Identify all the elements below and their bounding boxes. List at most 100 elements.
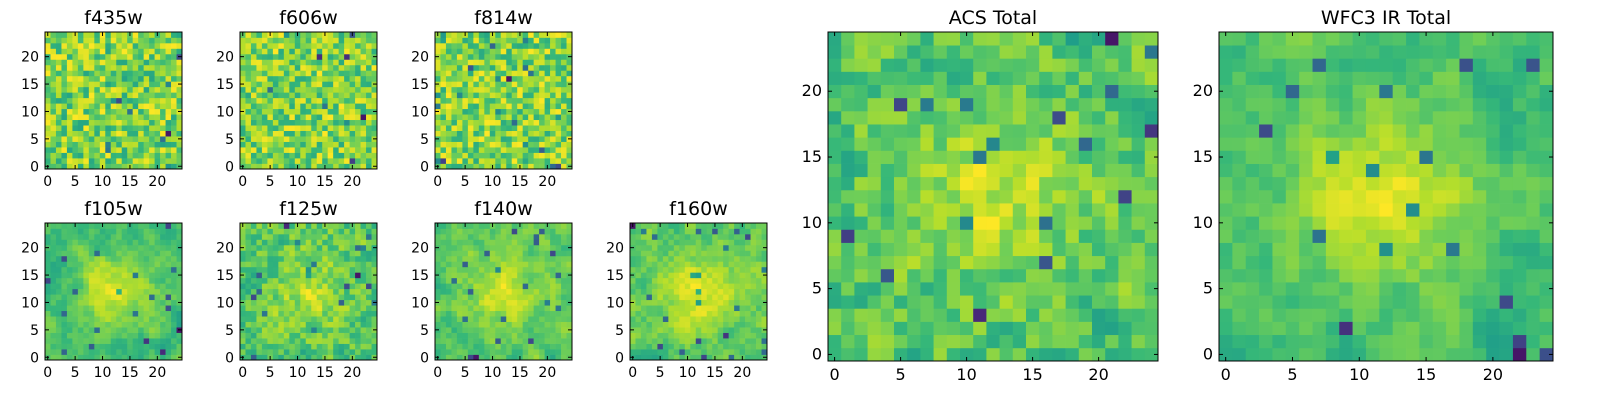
heatmap-cell <box>762 316 768 322</box>
heatmap-cell <box>83 158 89 164</box>
heatmap-cell <box>127 114 133 120</box>
heatmap-cell <box>723 272 729 278</box>
heatmap-cell <box>457 92 463 98</box>
heatmap-cell <box>177 120 183 126</box>
heatmap-cell <box>138 294 144 300</box>
heatmap-cell <box>94 355 100 361</box>
heatmap-cell <box>534 37 540 43</box>
heatmap-cell <box>696 338 702 344</box>
heatmap-cell <box>545 239 551 245</box>
heatmap-cell <box>440 228 446 234</box>
heatmap-cell <box>462 136 468 142</box>
heatmap-cell <box>561 37 567 43</box>
heatmap-cell <box>556 316 562 322</box>
heatmap-cell <box>517 136 523 142</box>
heatmap-cell <box>440 349 446 355</box>
heatmap-cell <box>690 355 696 361</box>
heatmap-cell <box>561 234 567 240</box>
heatmap-cell <box>160 300 166 306</box>
heatmap-cell <box>306 59 312 65</box>
heatmap-cell <box>512 65 518 71</box>
heatmap-cell <box>149 43 155 49</box>
heatmap-cell <box>652 355 658 361</box>
heatmap-cell <box>355 272 361 278</box>
heatmap-cell <box>122 311 128 317</box>
heatmap-cell <box>550 136 556 142</box>
heatmap-cell <box>366 103 372 109</box>
heatmap-cell <box>567 98 573 104</box>
heatmap-cell <box>462 344 468 350</box>
heatmap-cell <box>556 256 562 262</box>
heatmap-cell <box>105 239 111 245</box>
heatmap-cell <box>366 54 372 60</box>
heatmap-cell <box>306 147 312 153</box>
heatmap-cell <box>366 349 372 355</box>
heatmap-cell <box>668 316 674 322</box>
heatmap-cell <box>67 54 73 60</box>
heatmap-cell <box>1092 216 1106 230</box>
heatmap-cell <box>160 43 166 49</box>
heatmap-cell <box>355 158 361 164</box>
heatmap-cell <box>56 349 62 355</box>
heatmap-cell <box>484 327 490 333</box>
heatmap-cell <box>262 245 268 251</box>
heatmap-cell <box>734 267 740 273</box>
heatmap-cell <box>240 70 246 76</box>
heatmap-cell <box>435 234 441 240</box>
heatmap-cell <box>907 243 921 257</box>
heatmap-cell <box>278 164 284 170</box>
heatmap-cell <box>122 48 128 54</box>
heatmap-cell <box>273 65 279 71</box>
heatmap-cell <box>679 338 685 344</box>
heatmap-cell <box>133 43 139 49</box>
heatmap-cell <box>160 333 166 339</box>
heatmap-cell <box>841 243 855 257</box>
heatmap-cell <box>83 239 89 245</box>
heatmap-cell <box>350 142 356 148</box>
heatmap-cell <box>339 109 345 115</box>
heatmap-cell <box>94 92 100 98</box>
heatmap-cell <box>72 125 78 131</box>
heatmap-cell <box>262 300 268 306</box>
heatmap-cell <box>311 250 317 256</box>
heatmap-cell <box>160 327 166 333</box>
heatmap-cell <box>495 70 501 76</box>
heatmap-cell <box>534 261 540 267</box>
heatmap-cell <box>729 327 735 333</box>
heatmap-cell <box>262 256 268 262</box>
heatmap-cell <box>251 54 257 60</box>
heatmap-cell <box>127 153 133 159</box>
heatmap-cell <box>973 216 987 230</box>
heatmap-cell <box>78 164 84 170</box>
heatmap-cell <box>61 223 67 229</box>
heatmap-cell <box>1145 322 1159 336</box>
heatmap-cell <box>240 147 246 153</box>
heatmap-cell <box>138 59 144 65</box>
heatmap-cell <box>256 272 262 278</box>
heatmap-cell <box>78 120 84 126</box>
heatmap-cell <box>561 147 567 153</box>
heatmap-cell <box>372 239 378 245</box>
heatmap-cell <box>539 256 545 262</box>
heatmap-cell <box>696 283 702 289</box>
heatmap-cell <box>105 142 111 148</box>
heatmap-cell <box>328 349 334 355</box>
heatmap-cell <box>339 300 345 306</box>
heatmap-cell <box>561 43 567 49</box>
heatmap-cell <box>528 48 534 54</box>
heatmap-cell <box>517 87 523 93</box>
heatmap-cell <box>881 308 895 322</box>
heatmap-cell <box>306 54 312 60</box>
heatmap-cell <box>339 333 345 339</box>
heatmap-cell <box>355 300 361 306</box>
heatmap-cell <box>734 272 740 278</box>
heatmap-cell <box>468 278 474 284</box>
heatmap-cell <box>1026 216 1040 230</box>
heatmap-cell <box>674 261 680 267</box>
heatmap-cell <box>284 120 290 126</box>
heatmap-cell <box>240 37 246 43</box>
heatmap-cell <box>350 153 356 159</box>
heatmap-cell <box>534 278 540 284</box>
heatmap-cell <box>361 153 367 159</box>
heatmap-cell <box>668 311 674 317</box>
